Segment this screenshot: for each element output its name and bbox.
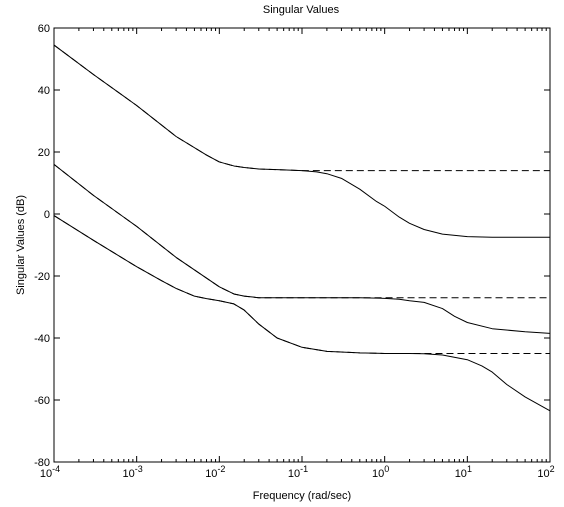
y-tick-label: -60 <box>34 395 50 407</box>
x-tick-label: 102 <box>537 464 554 480</box>
series-line-5-dashed <box>53 164 550 299</box>
series-line-3-solid <box>53 215 551 412</box>
y-axis-label: Singular Values (dB) <box>15 195 27 295</box>
x-tick-labels: 10-4 10-3 10-2 10-1 100 101 102 <box>40 464 555 480</box>
y-tick-labels: 60 40 20 0 -20 -40 -60 -80 <box>34 23 50 469</box>
plot-area <box>54 28 550 462</box>
y-tick-label: -40 <box>34 333 50 345</box>
series-line-6-dashed <box>53 215 550 354</box>
series-layer <box>53 44 551 412</box>
x-tick-label: 10-2 <box>205 464 225 480</box>
x-tick-label: 101 <box>455 464 472 480</box>
y-tick-label: 40 <box>38 85 50 97</box>
series-line-4-dashed <box>53 44 550 172</box>
x-tick-label: 10-1 <box>288 464 308 480</box>
chart-title: Singular Values <box>263 4 340 16</box>
x-tick-label: 10-4 <box>40 464 60 480</box>
y-tick-label: -80 <box>34 457 50 469</box>
y-tick-label: 60 <box>38 23 50 35</box>
x-tick-label: 100 <box>372 464 389 480</box>
x-tick-label: 10-3 <box>123 464 143 480</box>
axis-ticks <box>53 27 551 463</box>
x-axis-label: Frequency (rad/sec) <box>253 490 351 502</box>
y-tick-label: 0 <box>44 209 50 221</box>
y-tick-label: -20 <box>34 271 50 283</box>
y-tick-label: 20 <box>38 147 50 159</box>
